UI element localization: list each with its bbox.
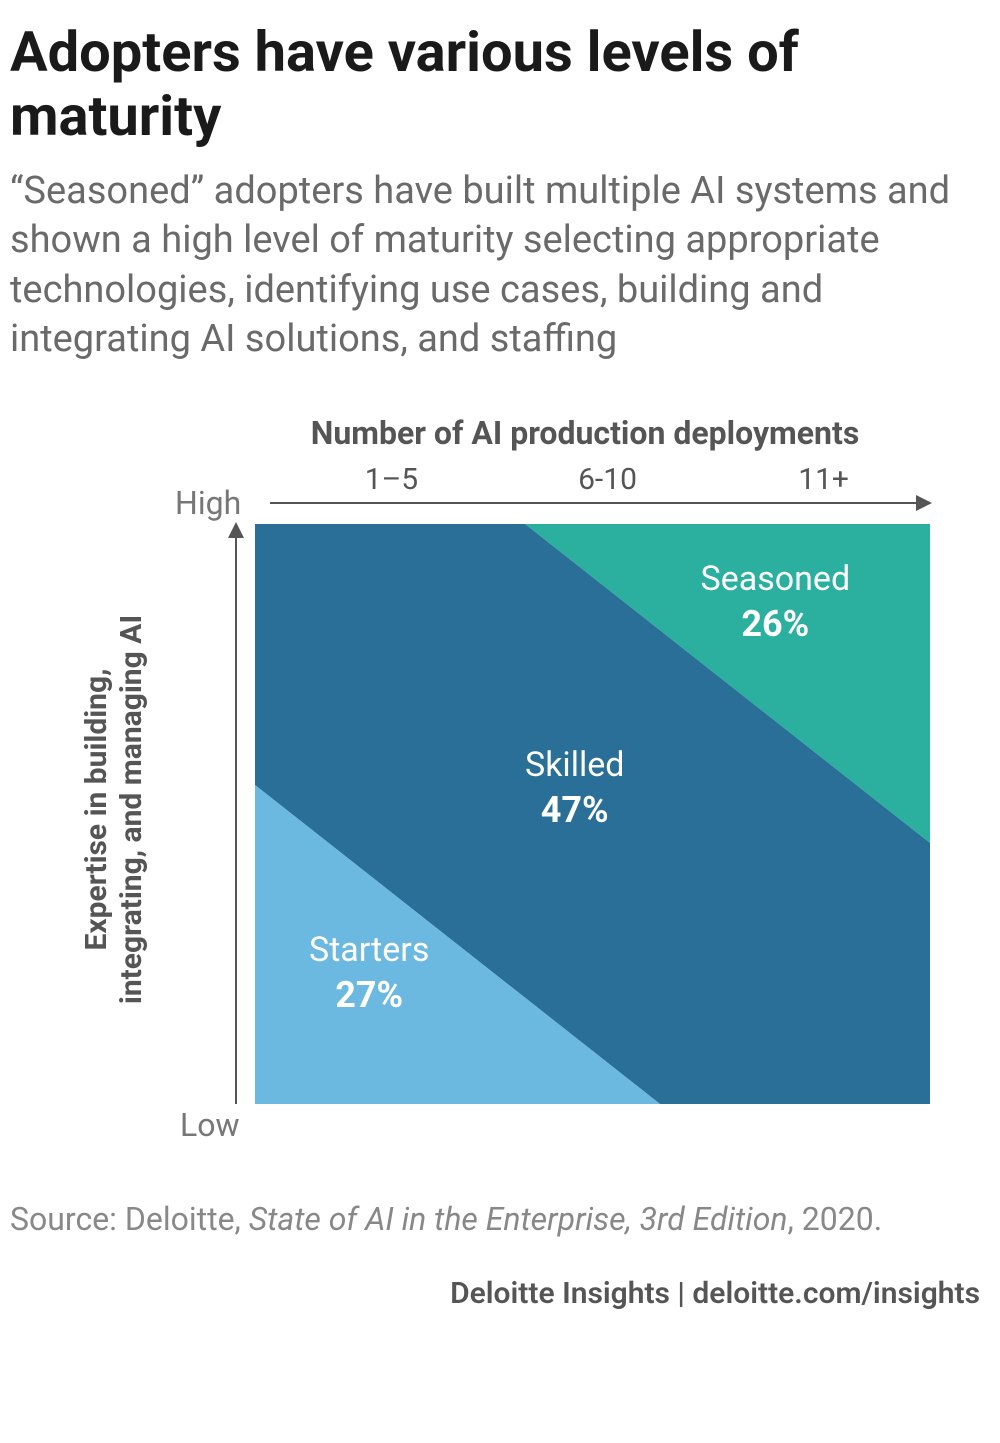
y-axis-title-line: Expertise in building, <box>81 615 116 1004</box>
x-tick: 6-10 <box>501 462 714 497</box>
y-axis-title-line: integrating, and managing AI <box>115 615 150 1004</box>
region-value: 47% <box>525 789 624 831</box>
region-value: 26% <box>701 603 851 645</box>
x-axis-ticks: 1–5 6-10 11+ <box>285 462 930 497</box>
y-axis-arrow-icon <box>235 524 237 1104</box>
x-tick: 1–5 <box>285 462 498 497</box>
page-subtitle: “Seasoned” adopters have built multiple … <box>10 167 980 365</box>
y-high-label: High <box>175 484 241 522</box>
region-label-starters: Starters 27% <box>309 930 429 1016</box>
x-axis-title: Number of AI production deployments <box>240 414 930 452</box>
y-axis-title: Expertise in building, integrating, and … <box>85 524 145 1094</box>
x-axis-arrow-icon <box>270 502 930 504</box>
source-italic: State of AI in the Enterprise, 3rd Editi… <box>249 1200 788 1238</box>
source-suffix: , 2020. <box>788 1200 883 1238</box>
region-label-skilled: Skilled 47% <box>525 745 624 831</box>
source-line: Source: Deloitte, State of AI in the Ent… <box>10 1194 980 1245</box>
region-name: Skilled <box>525 745 624 785</box>
page-title: Adopters have various levels of maturity <box>10 20 980 149</box>
source-prefix: Source: Deloitte, <box>10 1200 249 1238</box>
plot-area: Seasoned 26% Skilled 47% Starters 27% <box>255 524 930 1104</box>
region-label-seasoned: Seasoned 26% <box>701 559 851 645</box>
x-tick: 11+ <box>717 462 930 497</box>
maturity-chart: Number of AI production deployments 1–5 … <box>10 414 970 1144</box>
region-value: 27% <box>309 974 429 1016</box>
region-name: Seasoned <box>701 559 851 599</box>
region-name: Starters <box>309 930 429 970</box>
y-low-label: Low <box>180 1106 240 1144</box>
brand-line: Deloitte Insights | deloitte.com/insight… <box>10 1276 980 1311</box>
